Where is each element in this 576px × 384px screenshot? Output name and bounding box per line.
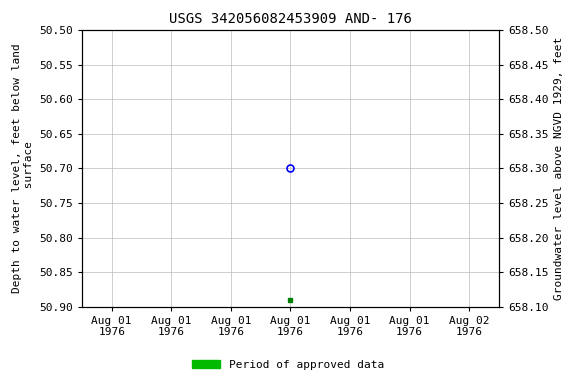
Y-axis label: Depth to water level, feet below land
 surface: Depth to water level, feet below land su… [12, 43, 33, 293]
Legend: Period of approved data: Period of approved data [188, 356, 388, 375]
Title: USGS 342056082453909 AND- 176: USGS 342056082453909 AND- 176 [169, 12, 412, 26]
Y-axis label: Groundwater level above NGVD 1929, feet: Groundwater level above NGVD 1929, feet [554, 37, 564, 300]
